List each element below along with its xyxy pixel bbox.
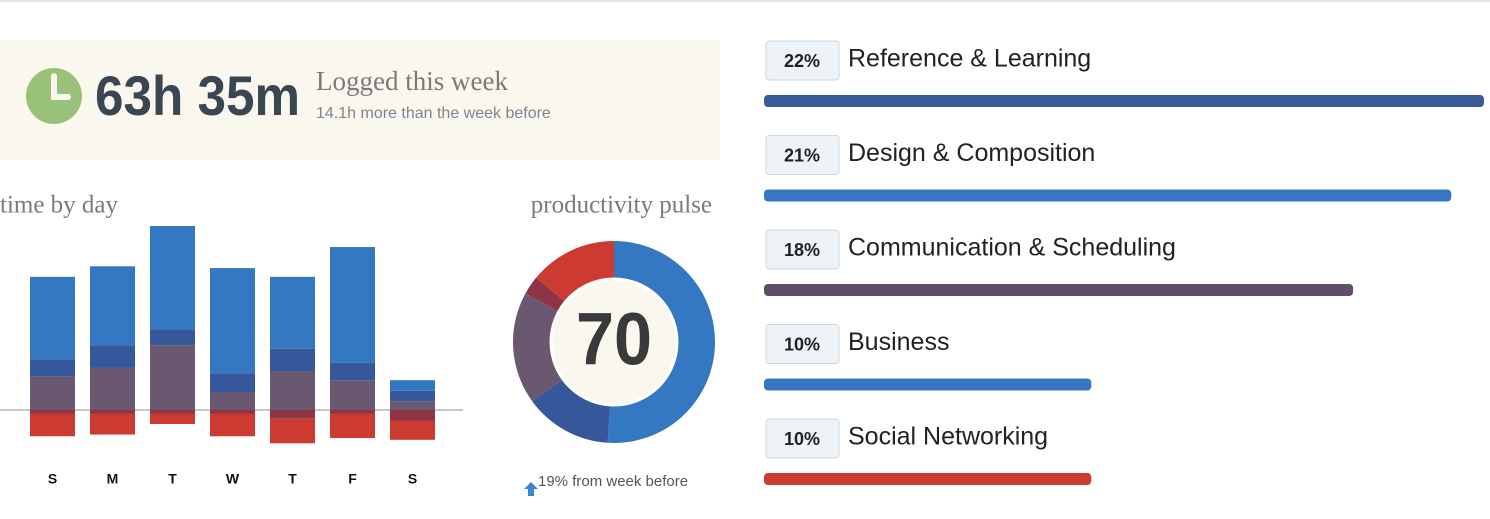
x-tick-label: M — [107, 471, 119, 487]
bar-segment — [150, 413, 195, 425]
percent-badge — [765, 324, 840, 364]
bar-segment — [210, 373, 255, 393]
bar-segment — [390, 390, 435, 402]
bar-segment — [270, 410, 315, 419]
bar — [764, 378, 1092, 391]
total-note: 14.1h more than the week before — [316, 105, 551, 122]
chart-title: time by day — [0, 192, 119, 219]
bar-segment — [150, 345, 195, 410]
total-time: 63h 35m — [95, 64, 300, 127]
percent-badge — [765, 40, 840, 81]
up-arrow — [524, 482, 538, 496]
x-tick-label: T — [168, 471, 177, 487]
x-tick-label: S — [408, 471, 417, 487]
donut-segment — [607, 241, 716, 444]
bar — [764, 95, 1484, 107]
bar-segment — [90, 266, 135, 346]
bar-segment — [330, 380, 375, 410]
bar-segment — [30, 413, 75, 437]
category-label: Reference & Learning — [848, 45, 1091, 73]
bar-segment — [150, 226, 195, 330]
bar-segment — [210, 410, 255, 414]
percent-label: 10% — [784, 334, 820, 354]
bar-segment — [30, 359, 75, 377]
summary-panel — [0, 40, 720, 160]
bar-segment — [270, 371, 315, 410]
bar-segment — [330, 410, 375, 414]
bar-segment — [330, 362, 375, 381]
bar-segment — [90, 345, 135, 368]
bar-segment — [390, 401, 435, 410]
category-label: Design & Composition — [848, 139, 1095, 167]
bar-segment — [390, 380, 435, 391]
clock-icon — [26, 68, 82, 124]
donut-segment — [525, 277, 567, 313]
category-label: Business — [848, 328, 949, 356]
x-tick-label: T — [288, 471, 297, 487]
donut-segment — [513, 293, 564, 402]
bar-segment — [30, 376, 75, 410]
percent-label: 21% — [784, 145, 820, 165]
category-label: Communication & Scheduling — [848, 234, 1176, 262]
bar-segment — [390, 410, 435, 421]
bar-segment — [90, 367, 135, 410]
bar-segment — [330, 247, 375, 363]
donut-center — [549, 277, 679, 407]
percent-badge — [765, 135, 840, 175]
x-tick-label: F — [348, 471, 357, 487]
bar-segment — [210, 268, 255, 374]
percent-label: 18% — [784, 240, 820, 260]
bar — [764, 189, 1452, 202]
pulse-caption: 19% from week before — [538, 473, 688, 490]
bar-segment — [30, 276, 75, 360]
bar-segment — [210, 392, 255, 410]
x-tick-label: W — [226, 471, 240, 487]
bar-segment — [90, 413, 135, 435]
bar — [764, 473, 1092, 485]
donut-segment — [536, 241, 614, 303]
bar-segment — [210, 413, 255, 437]
percent-badge — [765, 418, 840, 459]
bar-segment — [150, 329, 195, 346]
bar-segment — [150, 410, 195, 414]
percent-badge — [765, 229, 840, 270]
bar — [764, 284, 1354, 296]
bar-segment — [390, 420, 435, 440]
percent-label: 22% — [784, 51, 820, 71]
chart-title: productivity pulse — [531, 192, 712, 219]
x-tick-label: S — [48, 471, 57, 487]
category-label: Social Networking — [848, 423, 1048, 451]
donut-segment — [532, 378, 611, 443]
total-label: Logged this week — [316, 66, 508, 96]
bar-segment — [90, 410, 135, 414]
bar-segment — [330, 413, 375, 439]
percent-label: 10% — [784, 429, 820, 449]
bar-segment — [270, 276, 315, 349]
pulse-score: 70 — [576, 298, 652, 381]
bar-segment — [270, 418, 315, 444]
bar-segment — [30, 410, 75, 414]
bar-segment — [270, 348, 315, 372]
